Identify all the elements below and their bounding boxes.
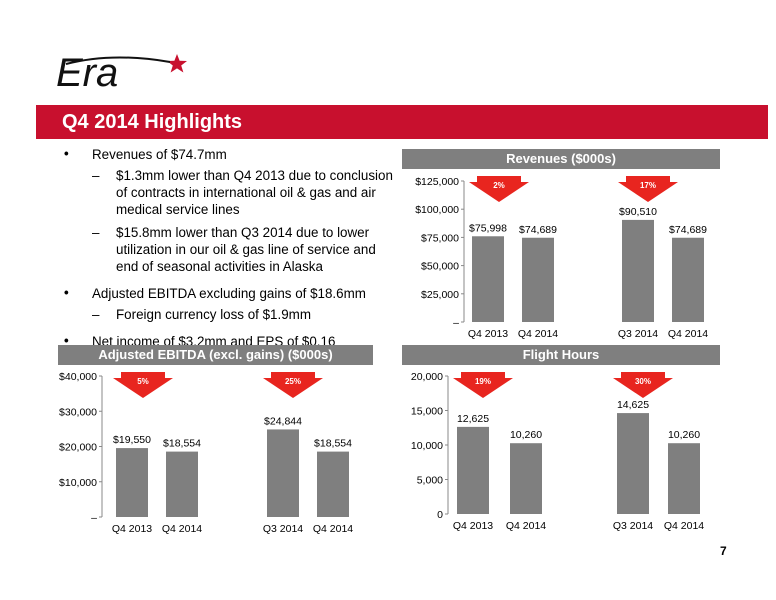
sub-bullet-text: $1.3mm lower than Q4 2013 due to conclus… — [116, 168, 393, 217]
bar-value-label: 10,260 — [668, 429, 700, 441]
bar — [510, 443, 542, 514]
y-tick-label: $40,000 — [59, 371, 97, 383]
down-arrow-icon — [263, 372, 323, 398]
dash-icon: – — [92, 307, 100, 322]
change-percent-label: 19% — [475, 377, 491, 386]
y-tick-label: $75,000 — [421, 232, 459, 244]
x-tick-label: Q4 2014 — [506, 520, 546, 532]
title-bar: Q4 2014 Highlights — [36, 105, 768, 139]
bar — [457, 426, 489, 514]
y-tick-label: $25,000 — [421, 289, 459, 301]
x-tick-label: Q3 2014 — [263, 523, 303, 535]
sub-bullet: – Foreign currency loss of $1.9mm — [56, 306, 396, 323]
y-tick-label: 0 — [437, 509, 443, 521]
x-tick-label: Q4 2014 — [313, 523, 353, 535]
bullet-text: Revenues of $74.7mm — [92, 147, 227, 162]
bullet-ebitda: • Adjusted EBITDA excluding gains of $18… — [56, 285, 396, 323]
change-percent-label: 5% — [137, 377, 149, 386]
bar — [668, 443, 700, 514]
y-tick-label: 5,000 — [417, 475, 443, 487]
bar-value-label: $24,844 — [264, 415, 302, 427]
y-tick-label: 15,000 — [411, 406, 443, 418]
bar-value-label: $75,998 — [469, 222, 507, 234]
x-tick-label: Q4 2014 — [664, 520, 704, 532]
bar — [622, 219, 654, 322]
change-percent-label: 30% — [635, 377, 651, 386]
flight-hours-chart-title: Flight Hours — [402, 345, 720, 365]
bar-value-label: 12,625 — [457, 413, 489, 425]
x-tick-label: Q3 2014 — [618, 328, 658, 340]
era-logo: Era — [56, 51, 187, 95]
bullet-dot: • — [64, 333, 69, 348]
bullet-dot: • — [64, 146, 69, 161]
y-tick-label: – — [91, 512, 97, 524]
change-percent-label: 25% — [285, 377, 301, 386]
revenues-chart: – $25,000 $50,000 $75,000 $100,000 $125,000 $7… — [415, 176, 708, 340]
star-icon — [167, 54, 187, 73]
bar-value-label: $74,689 — [669, 224, 707, 236]
down-arrow-icon — [453, 372, 513, 398]
ebitda-chart-title: Adjusted EBITDA (excl. gains) ($000s) — [58, 345, 373, 365]
x-tick-label: Q4 2013 — [112, 523, 152, 535]
bar-value-label: $18,554 — [314, 438, 352, 450]
bar-value-label: 14,625 — [617, 399, 649, 411]
x-tick-label: Q3 2014 — [613, 520, 653, 532]
x-tick-label: Q4 2014 — [162, 523, 202, 535]
y-tick-label: 10,000 — [411, 440, 443, 452]
y-tick-label: $20,000 — [59, 442, 97, 454]
down-arrow-icon — [618, 176, 678, 202]
change-percent-label: 2% — [493, 181, 505, 190]
dash-icon: – — [92, 225, 100, 240]
bar — [522, 237, 554, 322]
sub-bullet: – $1.3mm lower than Q4 2013 due to concl… — [56, 167, 396, 218]
down-arrow-icon — [113, 372, 173, 398]
x-tick-label: Q4 2013 — [468, 328, 508, 340]
x-tick-label: Q4 2014 — [518, 328, 558, 340]
bar — [166, 451, 198, 517]
bar-value-label: $74,689 — [519, 224, 557, 236]
sub-bullet-text: Foreign currency loss of $1.9mm — [116, 307, 311, 322]
bullet-text: Adjusted EBITDA excluding gains of $18.6… — [92, 286, 366, 301]
sub-bullet-text: $15.8mm lower than Q3 2014 due to lower … — [116, 225, 376, 274]
down-arrow-icon — [469, 176, 529, 202]
highlights-list: • Revenues of $74.7mm – $1.3mm lower tha… — [56, 146, 396, 360]
y-tick-label: $100,000 — [415, 204, 459, 216]
flight-hours-chart: 0 5,000 10,000 15,000 20,000 12,625 Q4 2013 10,… — [411, 371, 704, 532]
y-tick-label: – — [453, 317, 459, 329]
bar — [267, 429, 299, 517]
bar-value-label: $18,554 — [163, 438, 201, 450]
bullet-dot: • — [64, 285, 69, 300]
ebitda-chart: – $10,000 $20,000 $30,000 $40,000 $19,550 Q4 2… — [59, 371, 353, 535]
y-tick-label: $10,000 — [59, 477, 97, 489]
bar-value-label: $90,510 — [619, 206, 657, 218]
dash-icon: – — [92, 168, 100, 183]
bar-value-label: 10,260 — [510, 429, 542, 441]
y-tick-label: $125,000 — [415, 176, 459, 188]
y-tick-label: $50,000 — [421, 261, 459, 273]
y-tick-label: $30,000 — [59, 406, 97, 418]
bar — [317, 451, 349, 517]
bar — [672, 237, 704, 322]
y-tick-label: 20,000 — [411, 371, 443, 383]
bullet-revenues: • Revenues of $74.7mm – $1.3mm lower tha… — [56, 146, 396, 275]
bar — [116, 448, 148, 517]
page-title: Q4 2014 Highlights — [62, 111, 243, 133]
bar — [472, 236, 504, 322]
logo-swoosh — [65, 56, 171, 65]
page-number: 7 — [720, 544, 727, 558]
revenues-chart-title: Revenues ($000s) — [402, 149, 720, 169]
sub-bullet: – $15.8mm lower than Q3 2014 due to lowe… — [56, 224, 396, 275]
bar — [617, 413, 649, 514]
x-tick-label: Q4 2013 — [453, 520, 493, 532]
down-arrow-icon — [613, 372, 673, 398]
change-percent-label: 17% — [640, 181, 656, 190]
bar-value-label: $19,550 — [113, 434, 151, 446]
x-tick-label: Q4 2014 — [668, 328, 708, 340]
